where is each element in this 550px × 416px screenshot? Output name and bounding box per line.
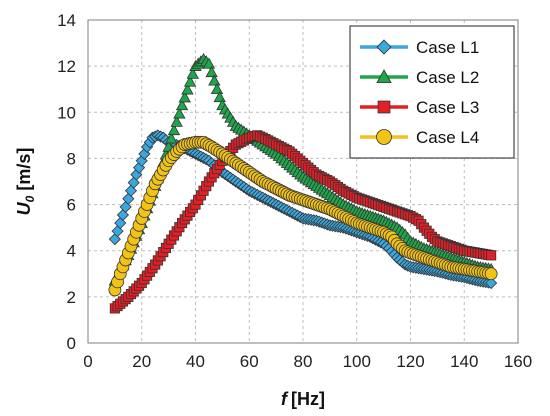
data-point-triangle bbox=[173, 107, 186, 119]
y-axis-ticks: 0 2 4 6 8 10 12 14 bbox=[57, 11, 76, 353]
legend-item: Case L4 bbox=[360, 128, 479, 147]
x-axis-unit: [Hz] bbox=[291, 389, 325, 409]
data-point-triangle bbox=[175, 99, 189, 111]
data-point-triangle bbox=[376, 69, 392, 83]
legend-item: Case L2 bbox=[360, 68, 479, 87]
x-axis-ticks: 0 20 40 60 80 100 120 140 160 bbox=[83, 352, 532, 371]
legend-item: Case L1 bbox=[360, 38, 479, 57]
legend: Case L1 Case L2 Case L3 Case L4 bbox=[349, 25, 515, 159]
data-point-triangle bbox=[167, 123, 181, 136]
data-point-triangle bbox=[165, 132, 178, 144]
data-point-triangle bbox=[181, 83, 194, 95]
x-tick-label: 160 bbox=[504, 352, 532, 371]
x-tick-label: 20 bbox=[132, 352, 151, 371]
y-tick-label: 0 bbox=[67, 334, 76, 353]
x-tick-label: 0 bbox=[83, 352, 92, 371]
data-point-triangle bbox=[202, 57, 216, 69]
x-tick-label: 140 bbox=[450, 352, 478, 371]
y-tick-label: 10 bbox=[57, 103, 76, 122]
x-axis-title: f [Hz] bbox=[281, 389, 325, 409]
series-layer bbox=[108, 52, 498, 314]
x-tick-label: 120 bbox=[396, 352, 424, 371]
y-axis-subscript: 0 bbox=[23, 195, 37, 202]
data-point-circle bbox=[376, 129, 392, 145]
data-point-triangle bbox=[205, 65, 218, 78]
y-axis-unit: [m/s] bbox=[14, 148, 34, 191]
data-point-triangle bbox=[186, 67, 199, 79]
data-point-circle bbox=[484, 267, 498, 281]
x-tick-label: 100 bbox=[343, 352, 371, 371]
y-tick-label: 6 bbox=[67, 196, 76, 215]
data-point-triangle bbox=[170, 115, 183, 127]
legend-label: Case L4 bbox=[416, 128, 479, 147]
y-tick-label: 8 bbox=[67, 149, 76, 168]
x-axis-var: f bbox=[281, 389, 289, 409]
y-tick-label: 2 bbox=[67, 288, 76, 307]
legend-label: Case L1 bbox=[416, 38, 479, 57]
data-point-diamond bbox=[485, 276, 498, 290]
data-point-square bbox=[377, 100, 391, 114]
legend-item: Case L3 bbox=[360, 98, 479, 117]
x-tick-label: 60 bbox=[240, 352, 259, 371]
y-tick-label: 12 bbox=[57, 57, 76, 76]
data-point-square bbox=[486, 250, 497, 261]
y-tick-label: 4 bbox=[67, 242, 76, 261]
legend-label: Case L3 bbox=[416, 98, 479, 117]
series-4 bbox=[108, 135, 498, 297]
data-point-diamond bbox=[376, 39, 392, 55]
y-tick-label: 14 bbox=[57, 11, 76, 30]
data-point-triangle bbox=[208, 74, 221, 86]
x-tick-label: 80 bbox=[294, 352, 313, 371]
y-axis-var: U bbox=[14, 201, 34, 215]
y-axis-title: U0 [m/s] bbox=[14, 148, 37, 216]
data-point-triangle bbox=[183, 75, 197, 87]
plot-frame bbox=[87, 19, 519, 344]
x-tick-label: 40 bbox=[186, 352, 205, 371]
legend-label: Case L2 bbox=[416, 68, 479, 87]
data-point-triangle bbox=[178, 91, 191, 103]
